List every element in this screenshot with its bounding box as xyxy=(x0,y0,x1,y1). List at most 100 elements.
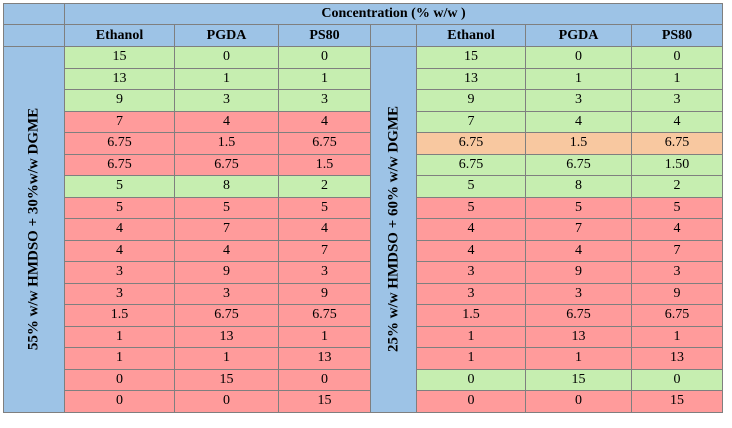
right-pgda-cell: 1.5 xyxy=(525,132,632,155)
table-wrapper: Concentration (% w/w ) Ethanol PGDA PS80… xyxy=(3,3,723,413)
left-ps80-cell: 13 xyxy=(278,347,371,370)
right-ethanol-cell: 4 xyxy=(416,218,526,241)
left-pgda-cell: 3 xyxy=(174,282,279,305)
left-group-label-cell: 55% w/w HMDSO + 30%w/w DGME xyxy=(3,46,65,413)
left-pgda-cell: 15 xyxy=(174,368,279,391)
table-row: 6.75 1.5 6.75 6.75 1.5 6.75 xyxy=(4,132,723,155)
left-ethanol-cell: 5 xyxy=(64,196,175,219)
column-header-row: Ethanol PGDA PS80 Ethanol PGDA PS80 xyxy=(3,24,723,47)
right-ps80-cell: 1 xyxy=(631,325,723,348)
left-ps80-cell: 4 xyxy=(278,218,371,241)
right-pgda-cell: 6.75 xyxy=(525,153,632,176)
left-ps80-cell: 1 xyxy=(278,67,371,90)
table-row: 1.5 6.75 6.75 1.5 6.75 6.75 xyxy=(4,304,723,327)
left-pgda-cell: 7 xyxy=(174,218,279,241)
right-pgda-cell: 15 xyxy=(525,368,632,391)
left-ps80-cell: 0 xyxy=(278,46,371,69)
right-pgda-cell: 0 xyxy=(525,46,632,69)
concentration-table: Concentration (% w/w ) Ethanol PGDA PS80… xyxy=(3,3,723,413)
left-pgda-cell: 6.75 xyxy=(174,153,279,176)
left-group-label: 55% w/w HMDSO + 30%w/w DGME xyxy=(25,108,42,351)
left-col-ps80: PS80 xyxy=(278,24,371,47)
right-ethanol-cell: 7 xyxy=(416,110,526,133)
table-title-row: Concentration (% w/w ) xyxy=(3,3,723,25)
right-pgda-cell: 1 xyxy=(525,67,632,90)
right-ethanol-cell: 1 xyxy=(416,325,526,348)
left-ps80-cell: 6.75 xyxy=(278,304,371,327)
left-pgda-cell: 3 xyxy=(174,89,279,112)
right-pgda-cell: 3 xyxy=(525,89,632,112)
right-ps80-cell: 15 xyxy=(631,390,723,413)
left-ethanol-cell: 6.75 xyxy=(64,132,175,155)
left-ethanol-cell: 1 xyxy=(64,325,175,348)
right-pgda-cell: 13 xyxy=(525,325,632,348)
table-row: 0 0 15 0 0 15 xyxy=(4,390,723,413)
corner-cell-right xyxy=(370,24,417,47)
left-ps80-cell: 7 xyxy=(278,239,371,262)
right-ps80-cell: 1 xyxy=(631,67,723,90)
right-group-label: 25% w/w HMDSO + 60% w/w DGME xyxy=(385,106,401,353)
left-ethanol-cell: 15 xyxy=(64,46,175,69)
right-pgda-cell: 0 xyxy=(525,390,632,413)
right-ethanol-cell: 15 xyxy=(416,46,526,69)
right-ps80-cell: 6.75 xyxy=(631,304,723,327)
left-pgda-cell: 0 xyxy=(174,46,279,69)
right-ps80-cell: 3 xyxy=(631,261,723,284)
right-ethanol-cell: 3 xyxy=(416,282,526,305)
left-pgda-cell: 0 xyxy=(174,390,279,413)
right-ps80-cell: 2 xyxy=(631,175,723,198)
right-ps80-cell: 1.50 xyxy=(631,153,723,176)
right-ethanol-cell: 1.5 xyxy=(416,304,526,327)
left-ps80-cell: 15 xyxy=(278,390,371,413)
right-ps80-cell: 0 xyxy=(631,46,723,69)
left-pgda-cell: 13 xyxy=(174,325,279,348)
left-ethanol-cell: 3 xyxy=(64,261,175,284)
left-ps80-cell: 1.5 xyxy=(278,153,371,176)
left-ethanol-cell: 0 xyxy=(64,368,175,391)
right-ps80-cell: 13 xyxy=(631,347,723,370)
left-ethanol-cell: 4 xyxy=(64,239,175,262)
right-ethanol-cell: 3 xyxy=(416,261,526,284)
left-ethanol-cell: 1.5 xyxy=(64,304,175,327)
right-ps80-cell: 4 xyxy=(631,110,723,133)
left-ethanol-cell: 7 xyxy=(64,110,175,133)
left-pgda-cell: 6.75 xyxy=(174,304,279,327)
table-row: 1 13 1 1 13 1 xyxy=(4,325,723,348)
left-ethanol-cell: 1 xyxy=(64,347,175,370)
right-col-ethanol: Ethanol xyxy=(416,24,526,47)
right-ethanol-cell: 6.75 xyxy=(416,132,526,155)
left-ethanol-cell: 5 xyxy=(64,175,175,198)
right-ps80-cell: 9 xyxy=(631,282,723,305)
left-ps80-cell: 4 xyxy=(278,110,371,133)
table-row: 0 15 0 0 15 0 xyxy=(4,368,723,391)
left-pgda-cell: 9 xyxy=(174,261,279,284)
left-col-pgda: PGDA xyxy=(174,24,279,47)
right-pgda-cell: 1 xyxy=(525,347,632,370)
left-ps80-cell: 2 xyxy=(278,175,371,198)
left-ethanol-cell: 3 xyxy=(64,282,175,305)
right-pgda-cell: 3 xyxy=(525,282,632,305)
corner-cell-left xyxy=(3,24,65,47)
left-pgda-cell: 1 xyxy=(174,347,279,370)
right-ps80-cell: 6.75 xyxy=(631,132,723,155)
corner-cell xyxy=(3,3,65,25)
right-ethanol-cell: 5 xyxy=(416,196,526,219)
right-ps80-cell: 0 xyxy=(631,368,723,391)
right-ps80-cell: 3 xyxy=(631,89,723,112)
right-ethanol-cell: 9 xyxy=(416,89,526,112)
left-ethanol-cell: 6.75 xyxy=(64,153,175,176)
left-ps80-cell: 0 xyxy=(278,368,371,391)
left-ps80-cell: 3 xyxy=(278,261,371,284)
right-ethanol-cell: 5 xyxy=(416,175,526,198)
right-pgda-cell: 5 xyxy=(525,196,632,219)
table-row: 55% w/w HMDSO + 30%w/w DGME 15 0 0 25% w/w H… xyxy=(3,46,723,413)
left-pgda-cell: 4 xyxy=(174,110,279,133)
right-ethanol-cell: 1 xyxy=(416,347,526,370)
